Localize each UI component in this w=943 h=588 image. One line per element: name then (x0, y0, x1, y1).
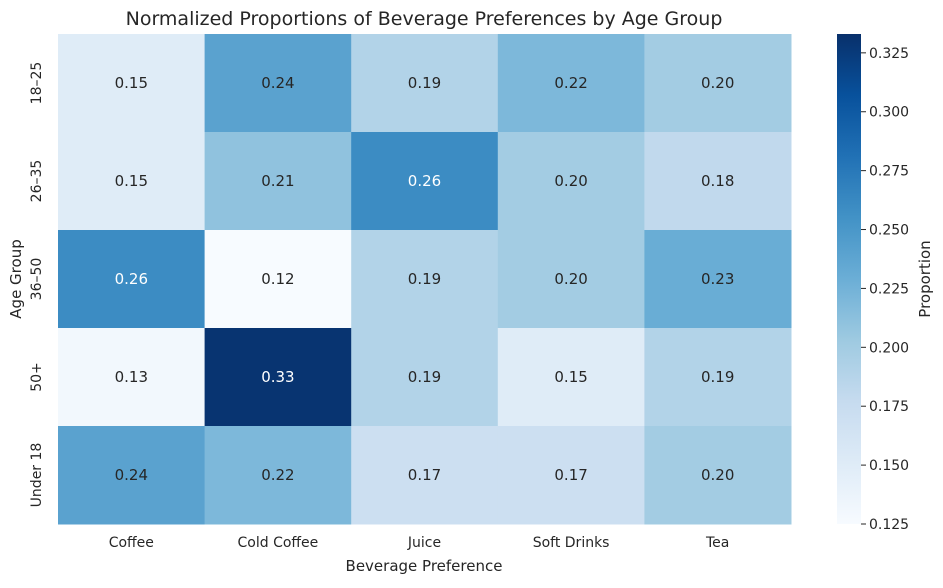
heatmap-cell (58, 328, 206, 427)
cell-value-label: 0.21 (261, 172, 294, 190)
colorbar-tick-label: 0.275 (869, 164, 909, 180)
colorbar-tick-label: 0.175 (869, 399, 909, 415)
heatmap-cells: 0.15 0.24 0.19 0.22 0.20 0.15 0.21 0.26 0.20 0.18… (58, 34, 792, 525)
heatmap-cell (58, 230, 206, 329)
colorbar-tick-label: 0.225 (869, 281, 909, 297)
cell-value-label: 0.12 (261, 270, 294, 288)
heatmap-cell (351, 132, 499, 231)
x-tick-label: Coffee (109, 535, 154, 551)
cell-value-label: 0.17 (408, 466, 441, 484)
heatmap-cell (644, 230, 792, 329)
x-axis-ticks: Coffee Cold Coffee Juice Soft Drinks Tea (109, 535, 730, 551)
x-tick-label: Tea (705, 535, 729, 551)
cell-value-label: 0.24 (115, 466, 148, 484)
colorbar-tick-label: 0.250 (869, 223, 909, 239)
y-tick-label: 26–35 (29, 160, 45, 203)
cell-value-label: 0.26 (408, 172, 441, 190)
cell-value-label: 0.15 (554, 368, 587, 386)
colorbar-tick-label: 0.325 (869, 46, 909, 62)
cell-value-label: 0.24 (261, 74, 294, 92)
heatmap-cell (351, 34, 499, 133)
heatmap-cell (58, 132, 206, 231)
colorbar-tick-label: 0.300 (869, 105, 909, 121)
heatmap-cell (58, 426, 206, 525)
y-tick-label: 36–50 (29, 258, 45, 301)
cell-value-label: 0.19 (408, 270, 441, 288)
x-tick-label: Cold Coffee (238, 535, 319, 551)
heatmap-cell (58, 34, 206, 133)
heatmap-cell (644, 426, 792, 525)
colorbar-ticks: 0.125 0.150 0.175 0.200 0.225 0.250 0.275 0.300… (861, 46, 909, 533)
x-tick-label: Soft Drinks (533, 535, 610, 551)
cell-value-label: 0.22 (261, 466, 294, 484)
y-tick-label: 18–25 (29, 62, 45, 105)
heatmap-cell (497, 132, 645, 231)
x-axis-label: Beverage Preference (346, 557, 503, 575)
y-tick-label: Under 18 (29, 443, 45, 508)
colorbar-tick-label: 0.150 (869, 458, 909, 474)
y-axis-ticks: 18–25 26–35 36–50 50+ Under 18 (29, 62, 45, 508)
colorbar-label: Proportion (916, 240, 934, 317)
heatmap-cell (497, 230, 645, 329)
cell-value-label: 0.20 (554, 270, 587, 288)
heatmap-cell (204, 34, 352, 133)
cell-value-label: 0.22 (554, 74, 587, 92)
heatmap-cell (351, 328, 499, 427)
cell-value-label: 0.20 (701, 74, 734, 92)
heatmap-cell (204, 230, 352, 329)
heatmap-cell (204, 328, 352, 427)
heatmap-cell (644, 132, 792, 231)
cell-value-label: 0.20 (701, 466, 734, 484)
cell-value-label: 0.26 (115, 270, 148, 288)
chart-title: Normalized Proportions of Beverage Prefe… (126, 8, 723, 30)
heatmap-cell (497, 426, 645, 525)
heatmap-cell (644, 34, 792, 133)
y-axis-label: Age Group (7, 239, 25, 318)
cell-value-label: 0.20 (554, 172, 587, 190)
cell-value-label: 0.33 (261, 368, 294, 386)
cell-value-label: 0.15 (115, 172, 148, 190)
cell-value-label: 0.19 (408, 74, 441, 92)
cell-value-label: 0.15 (115, 74, 148, 92)
y-tick-label: 50+ (29, 362, 45, 392)
cell-value-label: 0.19 (408, 368, 441, 386)
x-tick-label: Juice (407, 535, 441, 551)
colorbar-tick-label: 0.200 (869, 340, 909, 356)
heatmap-cell (204, 426, 352, 525)
cell-value-label: 0.13 (115, 368, 148, 386)
cell-value-label: 0.19 (701, 368, 734, 386)
cell-value-label: 0.17 (554, 466, 587, 484)
heatmap-cell (644, 328, 792, 427)
heatmap-cell (497, 34, 645, 133)
heatmap-cell (497, 328, 645, 427)
cell-value-label: 0.18 (701, 172, 734, 190)
cell-value-label: 0.23 (701, 270, 734, 288)
colorbar-tick-label: 0.125 (869, 517, 909, 533)
heatmap-cell (351, 426, 499, 525)
colorbar (837, 34, 861, 524)
heatmap-cell (351, 230, 499, 329)
heatmap-cell (204, 132, 352, 231)
